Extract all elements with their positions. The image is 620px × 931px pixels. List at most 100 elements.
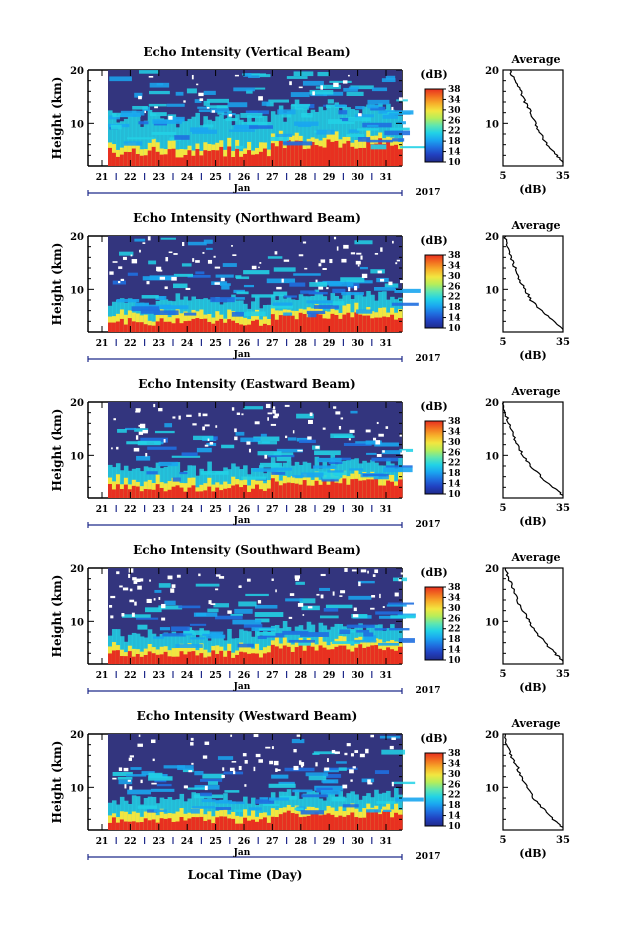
- echo-cell: [191, 116, 197, 166]
- echo-cell: [266, 652, 272, 664]
- echo-cell: [211, 823, 216, 830]
- echo-streak: [117, 428, 127, 433]
- echo-cell: [199, 816, 204, 830]
- echo-cell: [358, 644, 363, 664]
- x-tick-label: 22: [124, 671, 137, 681]
- echo-streak: [215, 800, 232, 804]
- y-axis-label: Height (km): [50, 575, 64, 658]
- echo-streak: [276, 133, 293, 137]
- echo-cell: [171, 656, 177, 664]
- missing-data-speckle: [127, 779, 131, 782]
- echo-streak: [289, 282, 306, 287]
- colorbar-tick-label: 10: [448, 324, 461, 334]
- echo-cell: [111, 817, 117, 830]
- echo-cell: [147, 651, 153, 664]
- echo-streak: [283, 312, 293, 316]
- missing-data-speckle: [320, 594, 324, 599]
- missing-data-speckle: [371, 595, 376, 598]
- x-tick-label: 21: [96, 339, 109, 349]
- echo-streak: [148, 260, 157, 265]
- echo-cell: [342, 816, 347, 830]
- missing-data-speckle: [158, 407, 163, 412]
- x-tick-label: 22: [124, 505, 137, 515]
- missing-data-speckle: [320, 85, 324, 90]
- average-frame: [502, 235, 564, 333]
- missing-data-speckle: [322, 427, 326, 430]
- x-tick-label: 21: [96, 505, 109, 515]
- echo-cell: [286, 482, 292, 498]
- echo-cell: [390, 817, 395, 830]
- echo-cell: [211, 650, 216, 664]
- missing-data-speckle: [258, 266, 260, 269]
- echo-cell: [151, 653, 157, 664]
- missing-data-speckle: [134, 601, 137, 606]
- average-profile-line: [509, 69, 564, 164]
- echo-cell: [286, 810, 292, 830]
- echo-cell: [302, 149, 308, 166]
- echo-cell: [139, 491, 145, 498]
- missing-data-speckle: [259, 262, 262, 264]
- missing-data-speckle: [168, 115, 173, 120]
- echo-cell: [108, 653, 113, 664]
- colorbar: [424, 254, 444, 329]
- echo-streak: [390, 615, 416, 619]
- average-profile-line: [504, 733, 564, 828]
- x-tick-label: 28: [295, 505, 308, 515]
- missing-data-speckle: [258, 96, 263, 101]
- echo-streak: [202, 773, 224, 779]
- echo-cell: [394, 812, 399, 830]
- echo-cell: [255, 116, 260, 166]
- echo-streak: [268, 797, 290, 801]
- avg-x-tick-label: 5: [500, 669, 507, 680]
- echo-cell: [274, 481, 280, 498]
- echo-cell: [302, 314, 308, 332]
- avg-y-tick-label: 20: [485, 564, 499, 575]
- echo-cell: [167, 656, 173, 664]
- colorbar-tick-label: 10: [448, 822, 461, 832]
- colorbar: [424, 586, 444, 661]
- missing-data-speckle: [128, 568, 134, 573]
- echo-streak: [127, 789, 151, 795]
- echo-cell: [239, 324, 244, 332]
- echo-cell: [108, 322, 113, 332]
- echo-cell: [346, 484, 351, 498]
- x-tick-label: 28: [295, 837, 308, 847]
- echo-cell: [175, 821, 181, 830]
- avg-y-tick-label: 10: [485, 119, 499, 130]
- echo-streak: [332, 471, 348, 476]
- echo-cell: [143, 120, 149, 166]
- echo-cell: [306, 815, 312, 830]
- missing-data-speckle: [151, 782, 157, 785]
- missing-data-speckle: [254, 421, 260, 425]
- echo-cell: [207, 486, 212, 498]
- echo-cell: [223, 302, 228, 332]
- echo-streak: [192, 806, 215, 809]
- echo-streak: [140, 437, 168, 443]
- missing-data-speckle: [140, 779, 143, 784]
- colorbar-tick-label: 18: [448, 469, 461, 479]
- echo-cell: [111, 650, 117, 664]
- echo-cell: [111, 113, 117, 166]
- echo-cell: [342, 314, 347, 332]
- y-axis-label: Height (km): [50, 243, 64, 326]
- missing-data-speckle: [171, 276, 177, 281]
- echo-streak: [237, 643, 254, 648]
- x-tick-label: 25: [209, 505, 222, 515]
- echo-cell: [298, 484, 304, 498]
- echo-streak: [249, 110, 269, 115]
- echo-cell: [235, 323, 240, 332]
- echo-streak: [154, 589, 162, 593]
- echo-cell: [394, 144, 399, 166]
- missing-data-speckle: [382, 606, 385, 608]
- echo-streak: [241, 476, 267, 480]
- missing-data-speckle: [367, 570, 369, 574]
- echo-cell: [147, 489, 153, 498]
- echo-cell: [274, 817, 280, 830]
- missing-data-speckle: [146, 281, 150, 285]
- echo-cell: [358, 314, 363, 332]
- echo-streak: [222, 263, 237, 267]
- echo-streak: [277, 109, 296, 115]
- echo-cell: [370, 812, 375, 830]
- echo-streak: [374, 628, 388, 631]
- echo-cell: [175, 656, 181, 664]
